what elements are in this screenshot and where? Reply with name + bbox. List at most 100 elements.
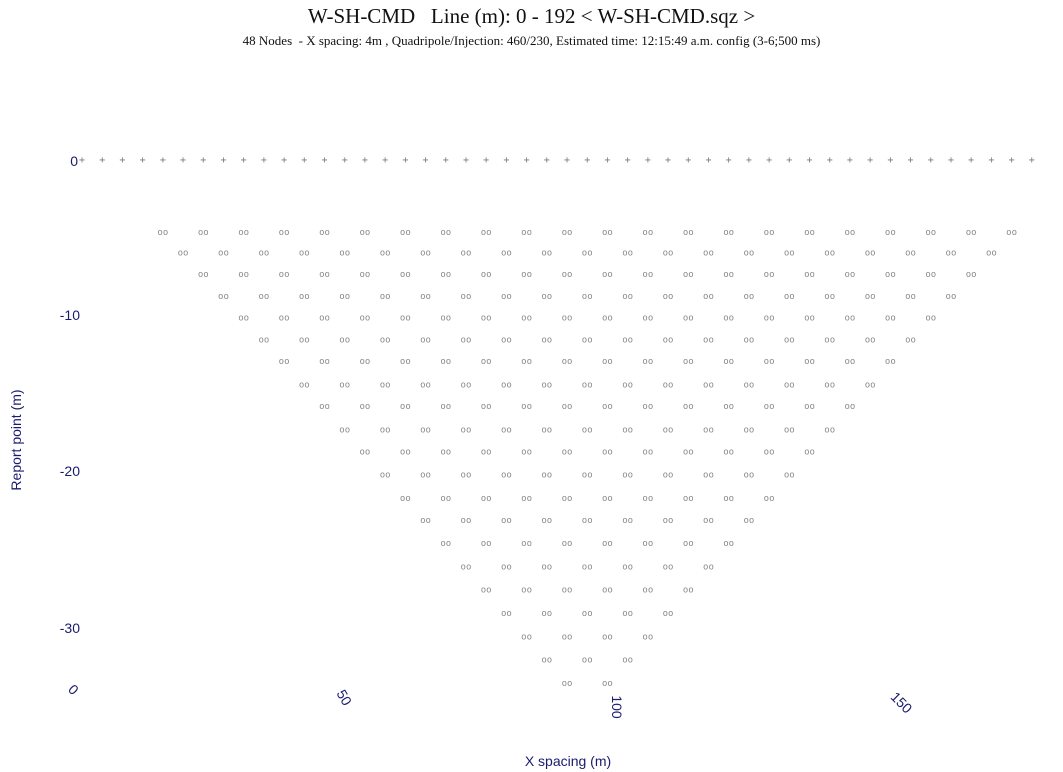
data-point: oo [440, 402, 451, 412]
data-point: oo [804, 447, 815, 457]
data-point: oo [521, 314, 532, 324]
data-point: oo [905, 292, 916, 302]
data-point: oo [521, 228, 532, 238]
data-point: oo [622, 335, 633, 345]
data-point: oo [420, 335, 431, 345]
data-point: oo [582, 380, 593, 390]
data-point: oo [461, 562, 472, 572]
data-point: oo [319, 228, 330, 238]
data-point: oo [784, 292, 795, 302]
data-point: oo [723, 228, 734, 238]
data-point: oo [743, 335, 754, 345]
chart-subtitle: 48 Nodes - X spacing: 4m , Quadripole/In… [242, 33, 821, 48]
data-point: oo [986, 248, 997, 258]
data-point: oo [642, 447, 653, 457]
data-point: oo [562, 270, 573, 280]
electrode-marker: + [847, 155, 853, 166]
electrode-marker: + [746, 155, 752, 166]
data-point: oo [703, 248, 714, 258]
data-point: oo [461, 516, 472, 526]
data-point: oo [400, 228, 411, 238]
data-point: oo [642, 539, 653, 549]
data-point: oo [400, 494, 411, 504]
electrode-marker: + [786, 155, 792, 166]
data-point: oo [602, 586, 613, 596]
data-point: oo [400, 402, 411, 412]
data-point: oo [359, 228, 370, 238]
data-point: oo [481, 586, 492, 596]
data-point: oo [481, 357, 492, 367]
electrode-marker: + [483, 155, 489, 166]
data-point: oo [299, 292, 310, 302]
data-point: oo [238, 228, 249, 238]
data-point: oo [865, 380, 876, 390]
data-point: oo [501, 380, 512, 390]
data-point: oo [562, 679, 573, 689]
data-point: oo [764, 447, 775, 457]
data-point: oo [461, 380, 472, 390]
data-point: oo [541, 516, 552, 526]
data-point: oo [380, 248, 391, 258]
data-point: oo [946, 292, 957, 302]
data-point: oo [319, 314, 330, 324]
data-point: oo [622, 380, 633, 390]
data-point: oo [582, 562, 593, 572]
data-point: oo [743, 471, 754, 481]
data-point: oo [461, 426, 472, 436]
data-point: oo [562, 402, 573, 412]
data-point: oo [380, 380, 391, 390]
electrode-marker: + [79, 155, 85, 166]
data-point: oo [562, 632, 573, 642]
data-point: oo [1006, 228, 1017, 238]
data-point: oo [218, 292, 229, 302]
data-point: oo [481, 494, 492, 504]
data-point: oo [380, 335, 391, 345]
data-point: oo [238, 314, 249, 324]
data-point: oo [440, 357, 451, 367]
electrode-marker: + [625, 155, 631, 166]
electrode-marker: + [321, 155, 327, 166]
data-point: oo [723, 402, 734, 412]
data-point: oo [703, 516, 714, 526]
electrode-marker: + [604, 155, 610, 166]
data-point: oo [299, 335, 310, 345]
electrode-marker: + [99, 155, 105, 166]
data-point: oo [562, 539, 573, 549]
data-point: oo [602, 402, 613, 412]
electrode-marker: + [423, 155, 429, 166]
data-point: oo [642, 632, 653, 642]
data-point: oo [218, 248, 229, 258]
data-point: oo [905, 335, 916, 345]
y-axis-label: Report point (m) [8, 389, 24, 490]
data-point: oo [885, 357, 896, 367]
electrode-marker: + [1029, 155, 1035, 166]
data-point: oo [764, 357, 775, 367]
electrode-marker: + [988, 155, 994, 166]
electrode-marker: + [241, 155, 247, 166]
data-point: oo [764, 314, 775, 324]
data-point: oo [804, 357, 815, 367]
data-point: oo [541, 248, 552, 258]
data-point: oo [400, 314, 411, 324]
data-point: oo [683, 357, 694, 367]
data-point: oo [764, 228, 775, 238]
data-point: oo [319, 357, 330, 367]
data-point: oo [703, 292, 714, 302]
y-tick-label: -30 [60, 620, 80, 636]
data-point: oo [258, 248, 269, 258]
data-point: oo [541, 335, 552, 345]
data-point: oo [501, 292, 512, 302]
data-point: oo [440, 270, 451, 280]
data-point: oo [521, 447, 532, 457]
electrode-marker: + [948, 155, 954, 166]
data-point: oo [784, 426, 795, 436]
data-point: oo [804, 270, 815, 280]
data-point: oo [703, 380, 714, 390]
data-point: oo [279, 314, 290, 324]
data-point: oo [521, 402, 532, 412]
data-point: oo [339, 380, 350, 390]
data-point: oo [258, 335, 269, 345]
data-point: oo [925, 314, 936, 324]
electrode-marker: + [726, 155, 732, 166]
data-point: oo [521, 632, 532, 642]
